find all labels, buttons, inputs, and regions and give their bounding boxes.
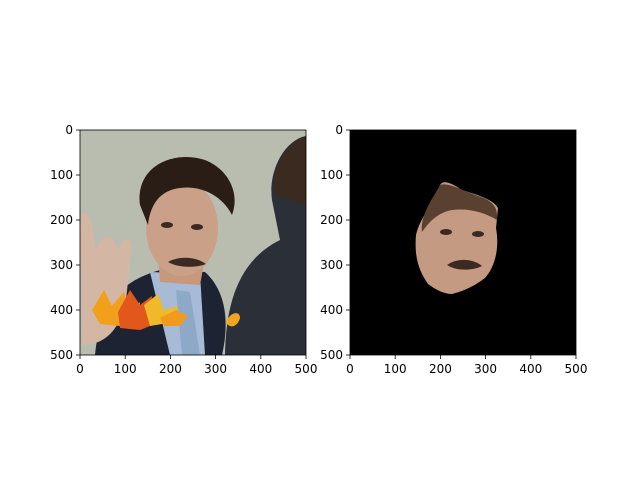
x-tick-label: 400 — [249, 362, 272, 376]
y-tick-label: 500 — [320, 348, 343, 362]
y-tick-label: 200 — [320, 213, 343, 227]
x-tick-label: 500 — [295, 362, 318, 376]
y-tick-label: 300 — [320, 258, 343, 272]
x-tick-label: 300 — [204, 362, 227, 376]
x-tick-label: 500 — [565, 362, 588, 376]
y-tick-label: 400 — [50, 303, 73, 317]
y-tick-label: 300 — [50, 258, 73, 272]
left-axes-frame — [79, 129, 307, 356]
y-tick-label: 100 — [320, 168, 343, 182]
masked-moustache — [447, 259, 482, 270]
autumn-leaves — [92, 290, 240, 330]
masked-right-eye — [472, 231, 484, 237]
x-tick-label: 100 — [114, 362, 137, 376]
right-eye — [191, 224, 203, 230]
background-person-hair — [274, 136, 306, 205]
masked-left-eye — [440, 229, 452, 235]
tie — [176, 290, 200, 355]
x-tick-label: 400 — [519, 362, 542, 376]
x-tick-label: 300 — [474, 362, 497, 376]
y-tick-label: 0 — [65, 123, 73, 137]
y-tick-label: 200 — [50, 213, 73, 227]
y-tick-label: 0 — [335, 123, 343, 137]
x-tick-label: 0 — [346, 362, 354, 376]
left-photo — [80, 130, 306, 355]
right-masked-photo — [350, 130, 576, 355]
y-tick-label: 100 — [50, 168, 73, 182]
right-axes-frame — [349, 129, 577, 356]
y-tick-label: 400 — [320, 303, 343, 317]
y-tick-label: 500 — [50, 348, 73, 362]
left-eye — [161, 222, 173, 228]
x-tick-label: 0 — [76, 362, 84, 376]
x-tick-label: 200 — [159, 362, 182, 376]
hair — [139, 157, 235, 225]
moustache — [168, 257, 206, 267]
x-tick-label: 100 — [384, 362, 407, 376]
masked-hair — [421, 184, 498, 232]
x-tick-label: 200 — [429, 362, 452, 376]
face — [146, 180, 218, 276]
